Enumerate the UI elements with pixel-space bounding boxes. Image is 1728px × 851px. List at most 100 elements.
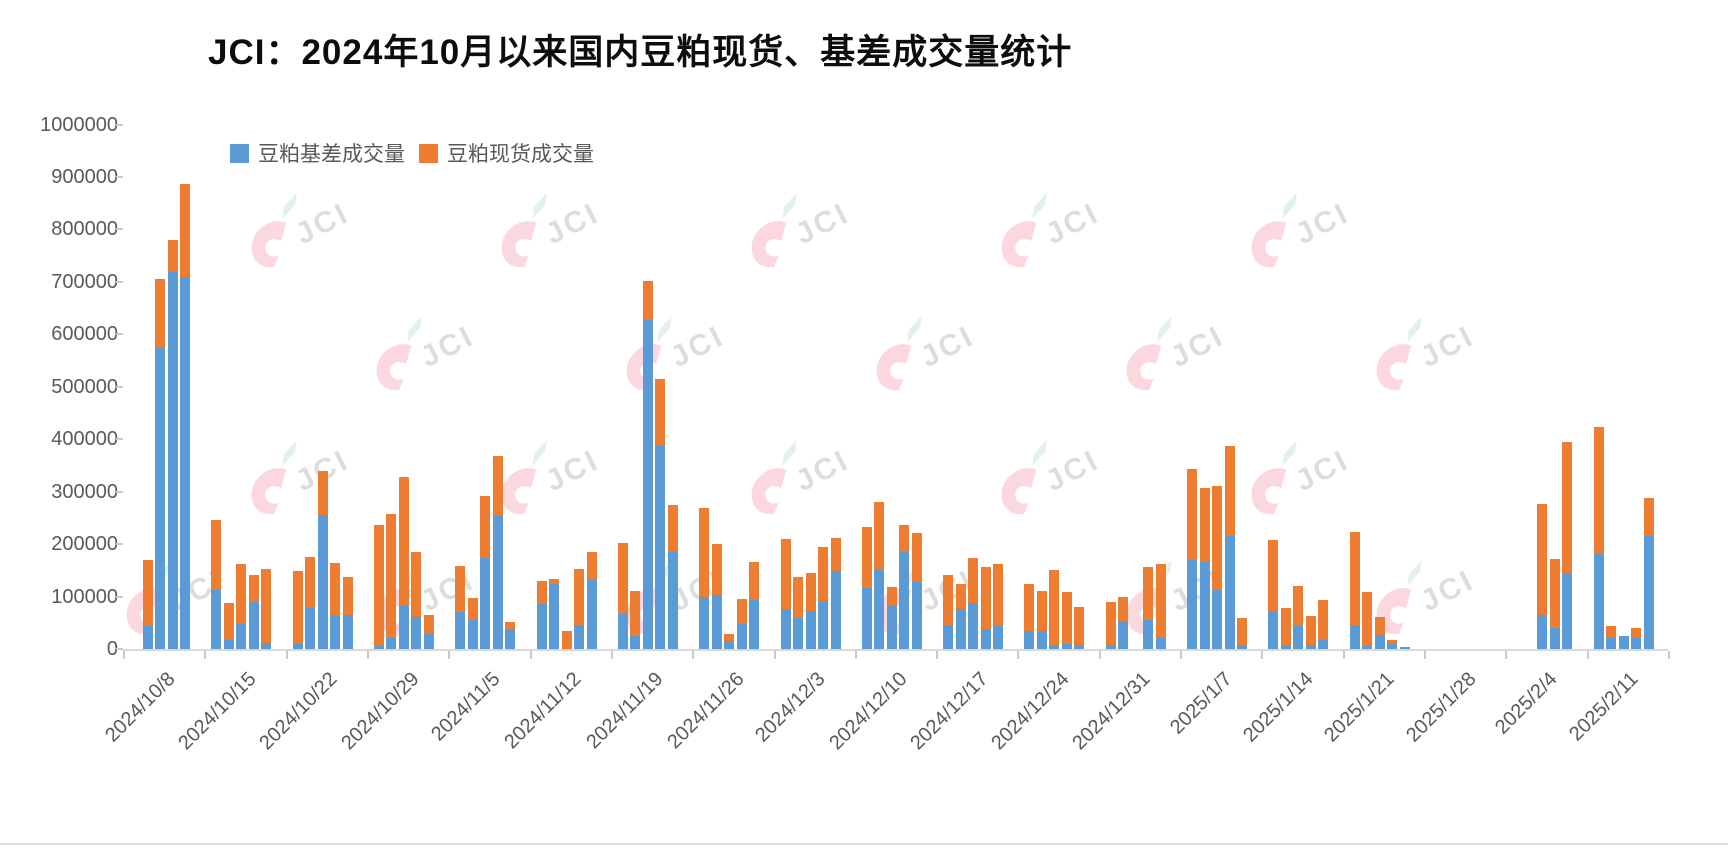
bar-segment-spot xyxy=(1349,532,1360,626)
bar-segment-spot xyxy=(1061,591,1072,644)
bar-segment-basis xyxy=(1537,614,1548,649)
watermark: JCI xyxy=(231,417,368,531)
bar-segment-spot xyxy=(1074,606,1085,645)
bar-segment-basis xyxy=(330,614,341,649)
legend-label-basis: 豆粕基差成交量 xyxy=(258,143,405,166)
bar-segment-basis xyxy=(398,605,409,649)
svg-text:JCI: JCI xyxy=(290,196,355,251)
bar-segment-spot xyxy=(968,558,979,603)
x-tick xyxy=(692,651,695,659)
y-tick xyxy=(116,333,123,336)
bar-segment-spot xyxy=(342,577,353,615)
bar-segment-spot xyxy=(305,557,316,609)
jci-logo-icon: JCI xyxy=(1251,439,1355,515)
bar-segment-basis xyxy=(793,618,804,649)
bar-segment-spot xyxy=(261,568,272,643)
bar-segment-spot xyxy=(317,470,328,515)
jci-logo-icon: JCI xyxy=(1126,315,1230,391)
bar-segment-basis xyxy=(549,584,560,649)
bar-segment-basis xyxy=(317,514,328,649)
bar-segment-basis xyxy=(1280,645,1291,649)
x-axis-line xyxy=(123,649,1668,651)
bar-segment-spot xyxy=(155,279,165,347)
bar-segment-basis xyxy=(1061,643,1072,649)
bar-segment-basis xyxy=(1618,636,1629,649)
watermark: JCI xyxy=(731,170,868,284)
watermark: JCI xyxy=(481,170,618,284)
bar-segment-basis xyxy=(155,346,165,649)
bar-segment-basis xyxy=(1549,628,1560,649)
y-tick xyxy=(116,543,123,546)
bar-segment-spot xyxy=(749,561,760,600)
bar-segment-spot xyxy=(1155,564,1166,638)
bar-segment-spot xyxy=(536,581,547,604)
bar-segment-basis xyxy=(386,637,397,649)
bar-segment-basis xyxy=(373,646,384,649)
bar-segment-basis xyxy=(536,603,547,649)
bar-segment-basis xyxy=(886,604,897,649)
bar-segment-spot xyxy=(386,513,397,638)
x-tick xyxy=(773,651,776,659)
bar-segment-spot xyxy=(699,507,710,597)
bar-segment-spot xyxy=(818,547,829,602)
x-tick xyxy=(448,651,451,659)
bar-segment-basis xyxy=(1105,645,1116,649)
bar-segment-spot xyxy=(1199,487,1210,563)
bar-segment-spot xyxy=(1187,469,1198,560)
x-tick xyxy=(1261,651,1264,659)
bar-segment-spot xyxy=(1293,585,1304,626)
x-tick xyxy=(529,651,532,659)
bar-segment-spot xyxy=(980,567,991,630)
bar-segment-basis xyxy=(630,636,641,649)
bar-segment-spot xyxy=(1593,426,1604,554)
y-tick-label: 400000 xyxy=(51,428,118,451)
jci-logo-icon: JCI xyxy=(1376,315,1480,391)
bar-segment-spot xyxy=(1318,599,1329,641)
legend-item-spot: 豆粕现货成交量 xyxy=(419,138,594,168)
y-tick xyxy=(116,280,123,283)
bar-segment-spot xyxy=(886,586,897,605)
bar-segment-spot xyxy=(1606,626,1617,638)
bar-segment-spot xyxy=(993,563,1004,627)
bar-segment-spot xyxy=(780,538,791,610)
bar-segment-basis xyxy=(1268,611,1279,649)
jci-logo-icon: JCI xyxy=(1251,192,1355,268)
bar-segment-spot xyxy=(330,562,341,615)
bar-segment-spot xyxy=(655,378,666,445)
bar-segment-spot xyxy=(236,564,247,624)
bar-segment-basis xyxy=(1318,640,1329,649)
bar-segment-basis xyxy=(1305,645,1316,649)
bar-segment-basis xyxy=(874,570,885,649)
bar-segment-spot xyxy=(1036,591,1047,631)
watermark: JCI xyxy=(731,417,868,531)
bar-segment-spot xyxy=(574,569,585,625)
bar-segment-basis xyxy=(1362,646,1373,649)
bar-segment-spot xyxy=(505,622,516,630)
x-tick xyxy=(936,651,939,659)
bar-segment-basis xyxy=(423,633,434,649)
bar-segment-spot xyxy=(955,583,966,610)
y-tick-label: 900000 xyxy=(51,165,118,188)
bar-segment-basis xyxy=(861,588,872,649)
legend-swatch-spot-icon xyxy=(419,143,438,163)
bar-segment-spot xyxy=(411,552,422,617)
bar-segment-spot xyxy=(1374,617,1385,636)
bar-segment-spot xyxy=(292,570,303,644)
bar-segment-basis xyxy=(980,629,991,649)
legend-item-basis: 豆粕基差成交量 xyxy=(230,138,405,168)
y-tick-label: 600000 xyxy=(51,323,118,346)
bar-segment-spot xyxy=(1143,567,1154,621)
bar-segment-basis xyxy=(1118,620,1129,649)
chart-title: JCI：2024年10月以来国内豆粕现货、基差成交量统计 xyxy=(208,33,1073,72)
bar-segment-basis xyxy=(492,515,503,649)
watermark: JCI xyxy=(981,417,1118,531)
x-tick xyxy=(1098,651,1101,659)
svg-text:JCI: JCI xyxy=(665,319,730,374)
bar-segment-basis xyxy=(261,642,272,649)
bar-segment-basis xyxy=(1224,536,1235,649)
y-tick xyxy=(116,490,123,493)
y-tick-label: 300000 xyxy=(51,480,118,503)
bar-segment-spot xyxy=(874,501,885,571)
legend-label-spot: 豆粕现货成交量 xyxy=(447,143,594,166)
bottom-rule xyxy=(0,843,1728,845)
